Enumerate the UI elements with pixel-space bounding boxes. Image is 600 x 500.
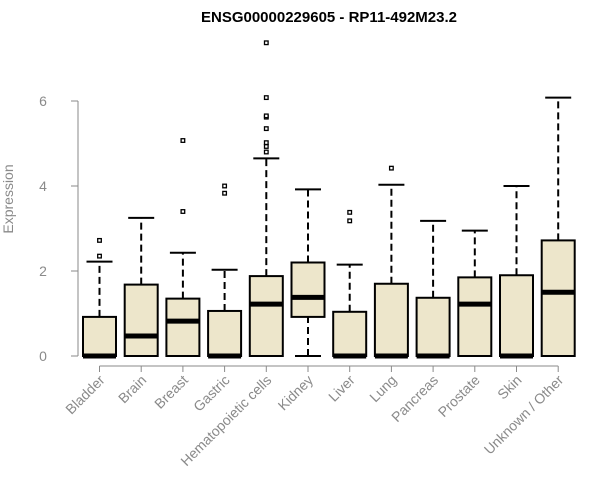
iqr-box [207,309,243,358]
box-bladder [82,237,117,359]
outlier-point [222,183,228,189]
iqr-box [457,276,493,357]
outlier-point [180,138,186,143]
x-tick-label: Skin [494,372,525,403]
box-gastric [207,183,243,359]
box-pancreas [415,219,451,359]
outlier-point [388,165,394,171]
outlier-point [263,95,269,101]
x-tick-label: Prostate [435,372,483,420]
outlier-point [263,140,269,146]
y-axis: 0 2 4 6 [39,93,79,364]
iqr-box [499,274,534,357]
outlier-point [263,126,269,132]
x-tick-label: Lung [366,372,399,405]
iqr-box [540,239,576,357]
iqr-box [373,282,409,357]
x-tick-label: Brain [115,372,149,406]
box-hematopoietic-cells [248,40,284,358]
box-skin [499,185,534,359]
y-tick-label: 0 [39,348,47,364]
outlier-point [347,218,353,224]
outlier-point [263,144,269,149]
outlier-point [97,253,102,259]
y-tick-label: 2 [39,263,47,279]
iqr-box [82,315,117,357]
y-axis-label: Expression [0,164,16,233]
outlier-point [263,40,269,46]
box-breast [165,138,201,357]
iqr-box [290,261,326,318]
outlier-point [97,237,102,243]
box-brain [123,216,159,358]
x-tick-label: Breast [151,372,191,412]
iqr-box [165,297,201,357]
x-tick-label: Bladder [62,372,108,418]
iqr-box [123,283,159,358]
x-tick-label: Liver [325,372,358,405]
box-prostate [457,229,493,357]
x-tick-label: Unknown / Other [481,372,567,458]
y-tick-label: 6 [39,93,47,109]
iqr-box [415,296,451,357]
outlier-point [347,209,353,215]
outlier-point [222,190,228,196]
iqr-box [248,275,284,358]
box-kidney [290,188,326,357]
outlier-point [180,209,186,214]
x-tick-label: Kidney [275,372,317,414]
chart-title: ENSG00000229605 - RP11-492M23.2 [201,9,457,26]
boxes-group [82,40,576,359]
outlier-point [263,113,269,119]
box-liver [332,209,368,359]
outlier-point [263,149,269,155]
box-lung [373,165,409,359]
y-tick-label: 4 [39,178,47,194]
iqr-box [332,310,368,357]
box-unknown-other [540,96,576,357]
